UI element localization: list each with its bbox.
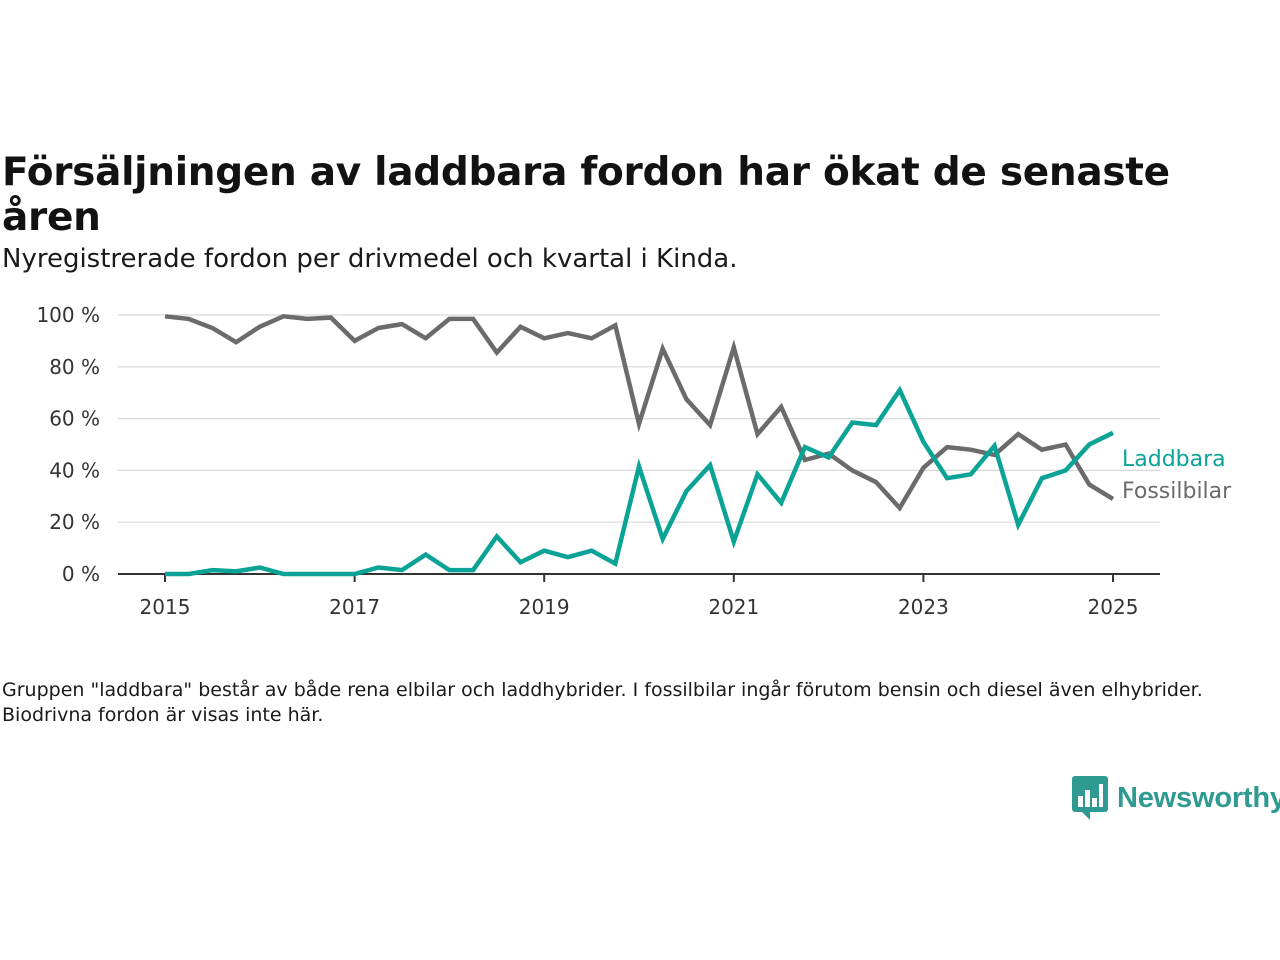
newsworthy-logo-icon bbox=[1072, 776, 1108, 820]
y-tick-label: 20 % bbox=[49, 510, 100, 534]
chart-title: Försäljningen av laddbara fordon har öka… bbox=[2, 150, 1170, 240]
series-label-laddbara: Laddbara bbox=[1122, 447, 1226, 472]
y-tick-label: 0 % bbox=[62, 562, 100, 586]
y-tick-label: 80 % bbox=[49, 355, 100, 379]
y-tick-label: 60 % bbox=[49, 407, 100, 431]
chart-subtitle: Nyregistrerade fordon per drivmedel och … bbox=[2, 244, 738, 274]
newsworthy-brand[interactable]: Newsworthy bbox=[1072, 776, 1280, 820]
series-lines bbox=[164, 313, 1115, 577]
x-tick-label: 2017 bbox=[329, 595, 380, 619]
series-line-laddbara bbox=[165, 385, 1114, 577]
x-axis: 2015 2017 2019 2021 2023 2025 bbox=[118, 573, 1160, 619]
x-tick-label: 2025 bbox=[1088, 595, 1139, 619]
brand-name: Newsworthy bbox=[1117, 781, 1280, 814]
x-tick-label: 2015 bbox=[140, 595, 191, 619]
line-chart: 0 % 20 % 40 % 60 % 80 % 100 % 2015 2017 2019 202… bbox=[36, 303, 1232, 619]
y-tick-label: 40 % bbox=[49, 458, 100, 482]
y-axis-ticks: 0 % 20 % 40 % 60 % 80 % 100 % bbox=[36, 303, 100, 586]
x-tick-label: 2023 bbox=[898, 595, 949, 619]
y-tick-label: 100 % bbox=[36, 303, 100, 327]
series-line-fossilbilar bbox=[164, 313, 1115, 512]
series-label-fossilbilar: Fossilbilar bbox=[1122, 479, 1232, 504]
chart-footnote: Gruppen "laddbara" består av både rena e… bbox=[2, 679, 1203, 726]
series-labels: Laddbara Fossilbilar bbox=[1122, 447, 1232, 504]
x-tick-label: 2021 bbox=[708, 595, 759, 619]
x-tick-label: 2019 bbox=[519, 595, 570, 619]
